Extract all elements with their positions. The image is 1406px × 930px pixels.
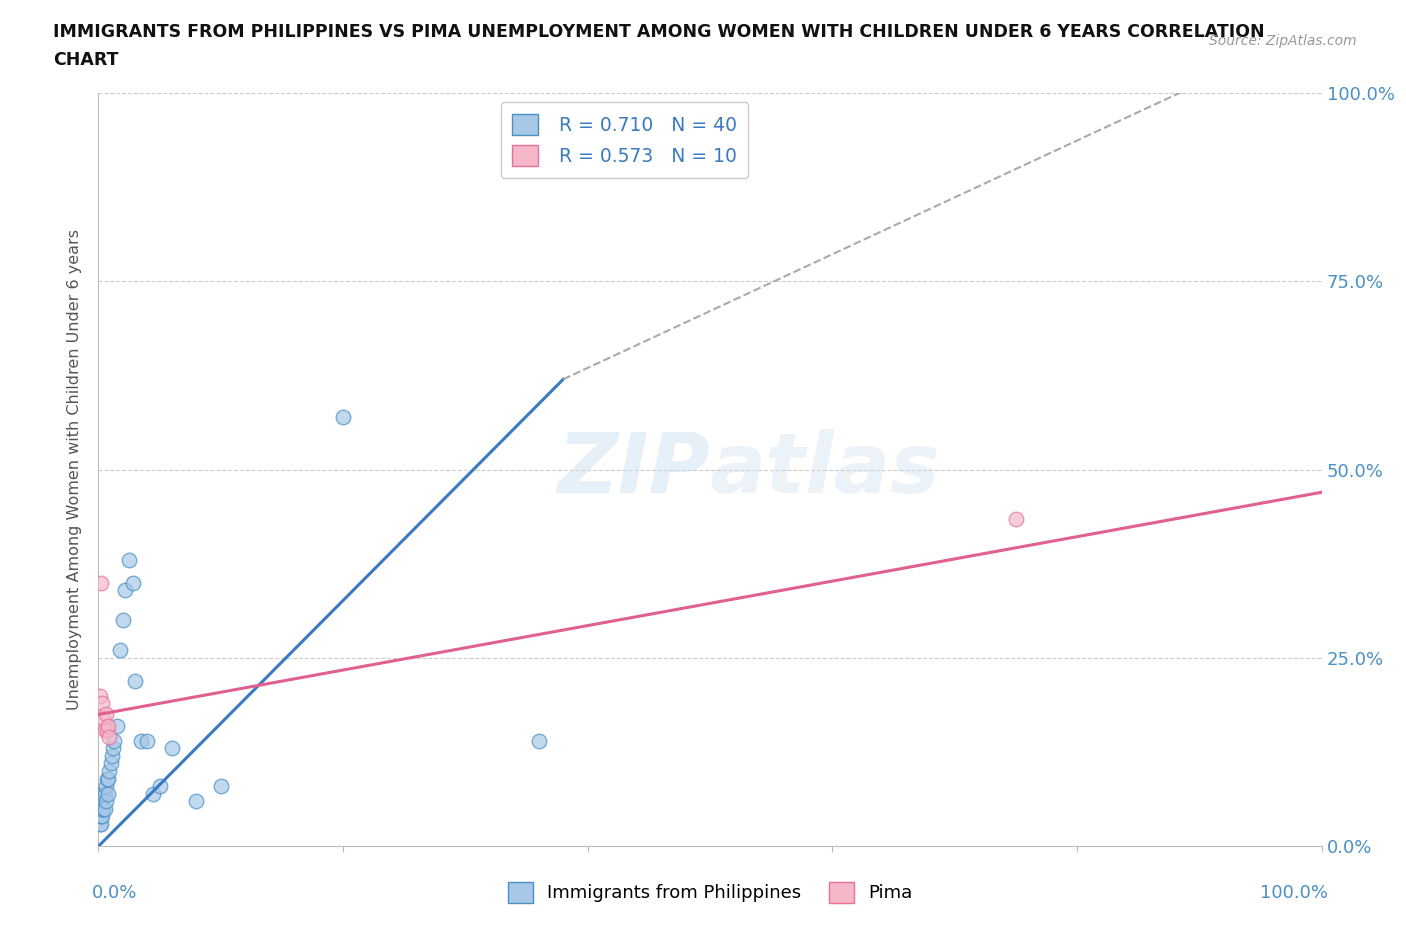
Point: [89, 817, 111, 831]
Point: [90, 802, 112, 817]
Point: [160, 741, 183, 756]
Point: [94, 778, 117, 793]
Point: [96, 771, 118, 786]
Point: [105, 718, 128, 733]
Point: [97, 718, 120, 733]
Point: [1004, 512, 1026, 526]
Point: [103, 734, 125, 749]
Point: [90, 817, 112, 831]
Point: [89, 688, 111, 703]
Point: [186, 793, 208, 808]
Point: [110, 643, 132, 658]
Point: [91, 802, 114, 817]
Point: [90, 809, 112, 824]
Text: atlas: atlas: [710, 429, 941, 511]
Point: [89, 809, 111, 824]
Y-axis label: Unemployment Among Women with Children Under 6 years: Unemployment Among Women with Children U…: [67, 229, 83, 711]
Text: Source: ZipAtlas.com: Source: ZipAtlas.com: [1209, 34, 1357, 48]
Point: [90, 793, 112, 808]
Point: [98, 730, 121, 745]
Point: [93, 786, 115, 801]
Point: [100, 756, 122, 771]
Point: [89, 802, 111, 817]
Point: [121, 575, 143, 591]
Legend:  R = 0.710   N = 40,  R = 0.573   N = 10: R = 0.710 N = 40, R = 0.573 N = 10: [501, 102, 748, 178]
Point: [94, 793, 117, 808]
Point: [118, 552, 141, 567]
Point: [149, 778, 172, 793]
Point: [129, 734, 152, 749]
Point: [124, 673, 146, 688]
Point: [91, 711, 114, 725]
Text: 100.0%: 100.0%: [1260, 884, 1327, 902]
Point: [97, 786, 120, 801]
Point: [91, 809, 114, 824]
Point: [91, 696, 114, 711]
Text: 0.0%: 0.0%: [93, 884, 138, 902]
Point: [90, 575, 112, 591]
Point: [93, 722, 115, 737]
Point: [101, 749, 124, 764]
Point: [142, 786, 165, 801]
Point: [91, 786, 114, 801]
Text: ZIP: ZIP: [557, 429, 710, 511]
Point: [209, 778, 232, 793]
Point: [332, 409, 354, 424]
Point: [91, 793, 114, 808]
Text: CHART: CHART: [53, 51, 120, 69]
Point: [114, 583, 136, 598]
Point: [93, 802, 115, 817]
Point: [96, 722, 118, 737]
Point: [97, 771, 120, 786]
Point: [527, 734, 550, 749]
Point: [98, 764, 121, 778]
Point: [136, 734, 159, 749]
Text: IMMIGRANTS FROM PHILIPPINES VS PIMA UNEMPLOYMENT AMONG WOMEN WITH CHILDREN UNDER: IMMIGRANTS FROM PHILIPPINES VS PIMA UNEM…: [53, 23, 1265, 41]
Point: [101, 741, 124, 756]
Point: [111, 613, 134, 628]
Point: [91, 802, 114, 817]
Point: [94, 707, 117, 722]
Legend: Immigrants from Philippines, Pima: Immigrants from Philippines, Pima: [499, 872, 921, 911]
